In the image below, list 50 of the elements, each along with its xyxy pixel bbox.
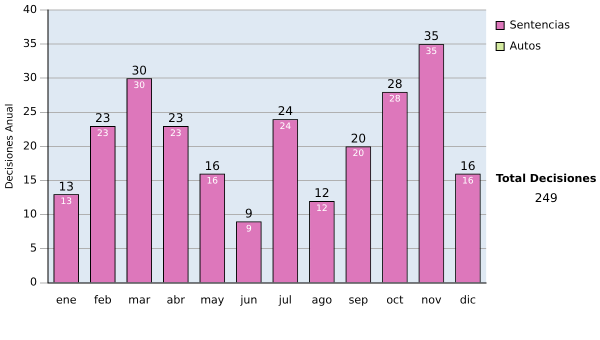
- data-label: 24: [280, 122, 292, 132]
- data-label: 20: [352, 149, 364, 160]
- total-label: 13: [58, 179, 74, 194]
- x-tick-label: ago: [312, 293, 332, 306]
- x-tick-label: ene: [56, 293, 77, 306]
- text: 249: [534, 191, 558, 205]
- y-tick-label: 0: [30, 276, 37, 289]
- data-label: 35: [426, 46, 438, 57]
- data-label: 9: [246, 224, 252, 234]
- data-label: 16: [462, 176, 474, 187]
- total-label: 23: [168, 111, 184, 126]
- legend-label: Autos: [510, 39, 542, 52]
- x-tick-label: jun: [239, 293, 258, 306]
- total-label: 20: [350, 132, 366, 146]
- x-tick-label: sep: [348, 293, 368, 306]
- x-tick-label: jul: [278, 293, 292, 306]
- x-tick-label: feb: [94, 293, 112, 306]
- data-label: 23: [97, 128, 108, 139]
- y-tick-label: 25: [22, 105, 37, 118]
- data-label: 12: [316, 204, 328, 214]
- y-tick-label: 10: [22, 207, 37, 220]
- total-label: 24: [278, 104, 293, 118]
- data-label: 23: [170, 128, 182, 139]
- data-label: 13: [60, 196, 72, 207]
- y-tick-label: 15: [22, 173, 37, 186]
- total-label: 23: [95, 111, 110, 126]
- legend-label: Sentencias: [510, 18, 570, 32]
- y-tick-label: 35: [22, 36, 37, 50]
- data-label: 16: [206, 176, 218, 187]
- total-label: 12: [314, 186, 330, 200]
- data-label: 28: [389, 94, 401, 105]
- y-tick-label: 30: [22, 71, 37, 84]
- text: Total Decisiones: [496, 172, 597, 185]
- x-tick-label: mar: [128, 293, 151, 306]
- x-tick-label: oct: [386, 293, 404, 306]
- total-label: 28: [387, 76, 403, 91]
- x-tick-label: abr: [166, 293, 186, 306]
- x-tick-label: dic: [460, 293, 476, 306]
- data-label: 30: [134, 81, 146, 92]
- total-label: 9: [244, 206, 253, 221]
- y-axis-title: Decisiones Anual: [4, 104, 16, 190]
- y-tick-label: 20: [22, 139, 37, 152]
- total-label: 35: [424, 29, 440, 44]
- x-tick-label: nov: [421, 293, 442, 306]
- y-tick-label: 40: [22, 2, 37, 16]
- y-tick-label: 5: [30, 242, 37, 255]
- x-tick-label: may: [200, 293, 225, 306]
- total-label: 16: [460, 158, 476, 173]
- total-label: 30: [132, 63, 147, 78]
- total-label: 16: [204, 158, 220, 173]
